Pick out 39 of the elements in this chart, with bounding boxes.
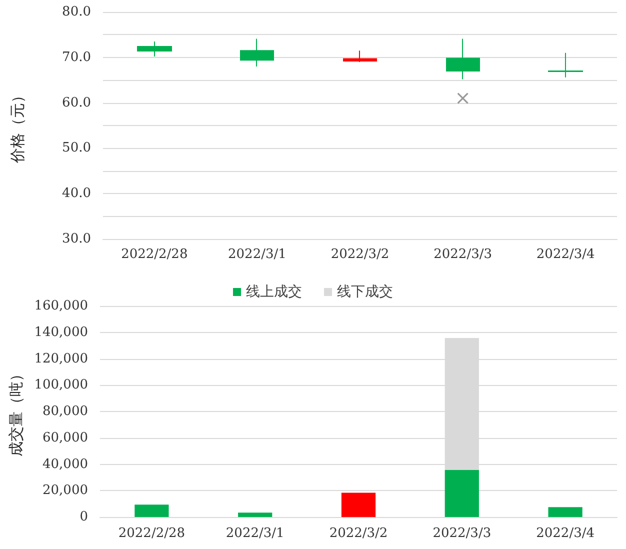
- bar: [548, 507, 582, 517]
- y-tick-label: 120,000: [34, 351, 88, 366]
- x-tick-label: 2022/3/3: [432, 526, 492, 541]
- bar: [134, 504, 169, 517]
- x-tick-label: 2022/2/28: [121, 247, 188, 262]
- x-tick-label: 2022/2/28: [118, 526, 186, 541]
- y-tick-label: 80.0: [62, 4, 91, 20]
- y-axis-title: 价格（元）: [8, 88, 26, 164]
- x-tick-label: 2022/3/4: [536, 526, 594, 541]
- y-tick-label: 40,000: [42, 456, 88, 472]
- y-tick-label: 20,000: [42, 483, 88, 498]
- y-axis-title: 成交量（吨）: [6, 366, 25, 456]
- legend-label: 线上成交: [246, 284, 302, 300]
- y-tick-label: 60,000: [42, 430, 88, 446]
- x-tick-label: 2022/3/2: [329, 526, 388, 541]
- y-tick-label: 30.0: [62, 232, 91, 246]
- bar: [238, 512, 272, 517]
- y-tick-label: 40.0: [62, 186, 91, 202]
- y-tick-label: 140,000: [34, 324, 88, 340]
- candlestick: [446, 38, 480, 80]
- x-tick-label: 2022/3/3: [434, 247, 492, 262]
- y-tick-label: 0: [80, 510, 88, 524]
- legend-label: 线下成交: [337, 284, 393, 300]
- candlestick: [548, 52, 583, 78]
- y-tick-label: 100,000: [34, 378, 88, 393]
- candlestick: [343, 50, 377, 62]
- y-tick-label: 60.0: [62, 95, 91, 110]
- bar: [444, 470, 479, 517]
- x-tick-label: 2022/3/1: [228, 247, 286, 262]
- y-tick-label: 80,000: [42, 404, 88, 419]
- candlestick: [137, 41, 172, 57]
- y-tick-label: 50.0: [62, 140, 91, 156]
- candlestick: [240, 38, 274, 67]
- y-tick-label: 70.0: [62, 50, 91, 65]
- y-tick-label: 160,000: [34, 298, 88, 314]
- x-tick-label: 2022/3/4: [536, 247, 595, 262]
- x-tick-label: 2022/3/1: [226, 526, 284, 541]
- x-tick-label: 2022/3/2: [330, 247, 390, 262]
- bar: [341, 492, 376, 517]
